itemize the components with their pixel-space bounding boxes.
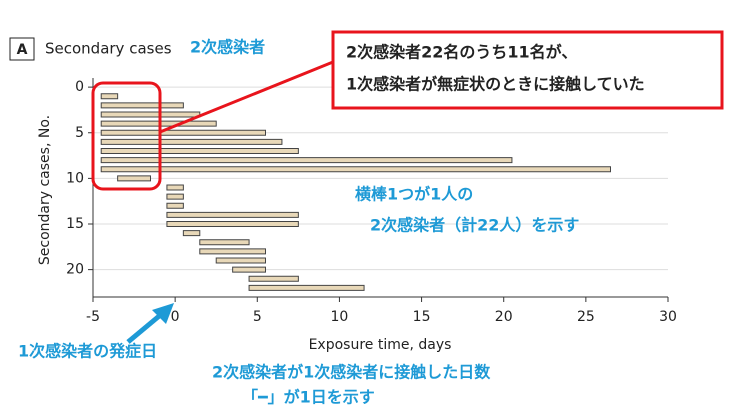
y-tick-label: 15	[66, 216, 84, 232]
bar	[100, 138, 283, 145]
bar	[100, 157, 513, 164]
callout-box	[331, 30, 724, 110]
bar	[248, 275, 299, 282]
bar	[199, 239, 250, 246]
bar	[100, 148, 299, 154]
x-tick-label: 10	[331, 309, 349, 325]
bar	[100, 129, 267, 136]
bar	[100, 93, 119, 100]
bar	[248, 284, 365, 291]
arrow-head	[152, 303, 174, 324]
x-tick-label: 5	[253, 309, 262, 325]
y-tick-label: 0	[75, 79, 84, 95]
panel-label: A	[17, 42, 28, 58]
bar	[232, 266, 266, 273]
annotation: 2次感染者	[190, 38, 265, 57]
panel-box	[9, 37, 35, 61]
y-tick-label: 20	[66, 262, 84, 278]
bar	[100, 111, 201, 118]
bar	[199, 248, 267, 255]
x-tick-label: -5	[86, 309, 100, 325]
y-tick-label: 5	[75, 125, 84, 141]
annotation: 2次感染者22名のうち11名が、	[346, 43, 577, 62]
x-tick-label: 0	[171, 309, 180, 325]
annotation: 「━」が1日を示す	[242, 388, 375, 407]
bar	[166, 202, 184, 209]
bar	[117, 175, 152, 182]
plot-area: 0 5 10 15 20 -5 0 5 10 15 20 25 30	[66, 78, 677, 325]
y-tick-label: 10	[66, 170, 84, 186]
bar	[166, 211, 299, 218]
x-tick-label: 30	[659, 309, 677, 325]
bar	[182, 230, 201, 237]
annotation: 横棒1つが1人の	[355, 185, 473, 204]
bar	[215, 257, 266, 264]
annotation: 2次感染者（計22人）を示す	[370, 216, 579, 235]
arrow-shaft	[126, 310, 166, 344]
bar	[166, 221, 299, 227]
bar	[166, 193, 184, 200]
annotation: 1次感染者が無症状のときに接触していた	[346, 75, 645, 94]
x-tick-label: 20	[495, 309, 513, 325]
annotation: 1次感染者の発症日	[18, 342, 157, 361]
chart-title: Secondary cases	[45, 40, 172, 58]
highlight-box	[91, 81, 162, 191]
x-tick-label: 25	[577, 309, 595, 325]
bar	[100, 166, 611, 173]
annotation: 2次感染者が1次感染者に接触した日数	[212, 363, 491, 382]
x-axis-label: Exposure time, days	[309, 337, 452, 353]
callout-line	[159, 60, 334, 134]
x-tick-label: 15	[413, 309, 431, 325]
bar	[166, 184, 184, 191]
y-axis-label: Secondary cases, No.	[37, 115, 53, 265]
bar	[100, 102, 184, 109]
